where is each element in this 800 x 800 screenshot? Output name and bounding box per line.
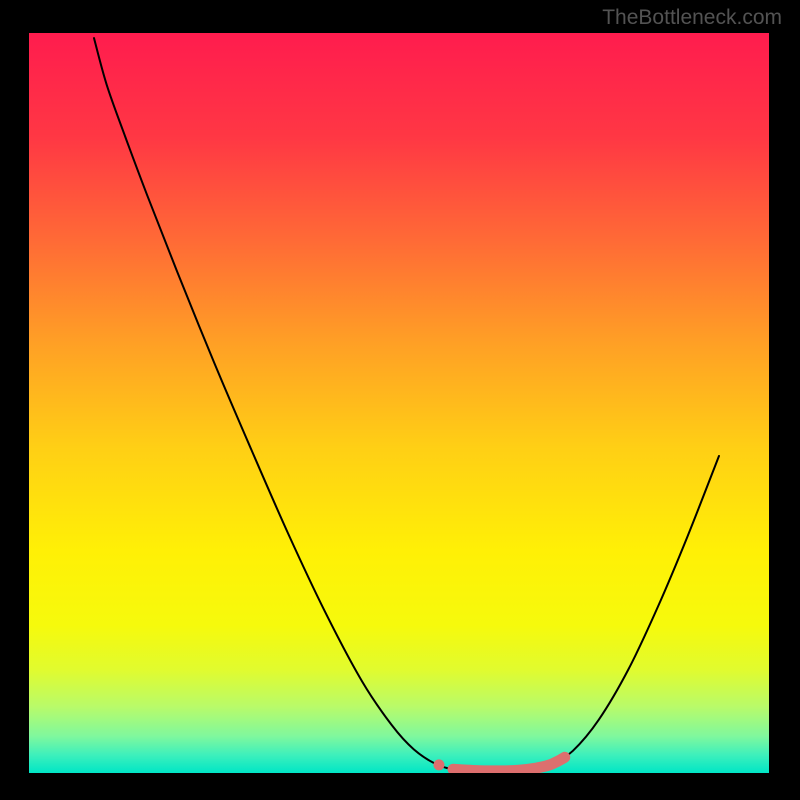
bottleneck-curve-chart bbox=[29, 33, 769, 773]
attribution-text: TheBottleneck.com bbox=[602, 6, 782, 30]
chart-plot-area bbox=[29, 33, 769, 773]
optimal-point-marker bbox=[433, 759, 444, 770]
chart-background bbox=[29, 33, 769, 773]
